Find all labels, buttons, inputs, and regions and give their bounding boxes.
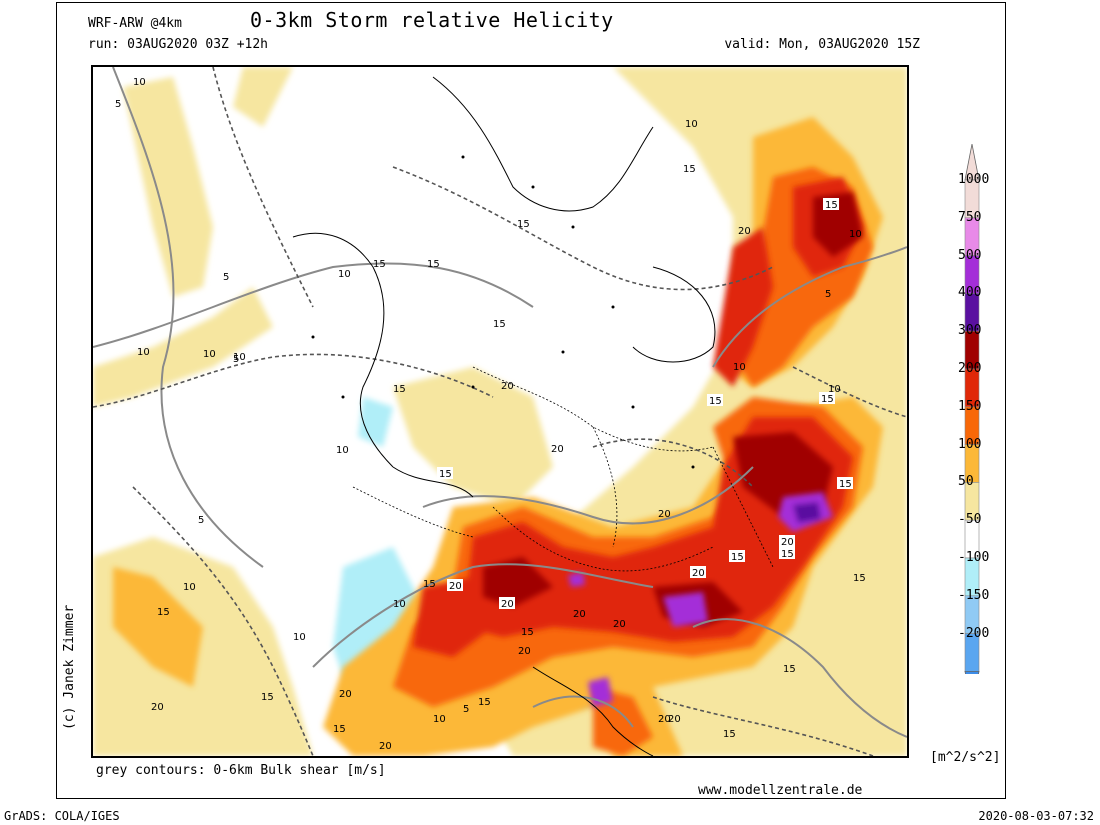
svg-text:5: 5 (115, 99, 121, 110)
colorbar-tick-label: 750 (958, 209, 982, 225)
svg-text:15: 15 (373, 259, 386, 270)
run-label: run: 03AUG2020 03Z +12h (88, 37, 269, 52)
svg-text:20: 20 (449, 581, 462, 592)
svg-text:15: 15 (683, 164, 696, 175)
bulk-shear-contours (93, 67, 907, 738)
valid-label: valid: Mon, 03AUG2020 15Z (724, 37, 920, 52)
helicity-map: 15 15 15 15 20 15 15 20 20 20 15 10 5 5 … (91, 65, 909, 758)
svg-text:10: 10 (203, 349, 216, 360)
colorbar-tick-label: -50 (958, 512, 982, 528)
colorbar-tick-label: 500 (958, 247, 982, 263)
contour-labels: 15 15 15 15 20 15 15 20 20 20 15 10 5 5 … (115, 77, 866, 752)
svg-text:15: 15 (825, 200, 838, 211)
shade-400-750 (568, 492, 833, 707)
contour-note: grey contours: 0-6km Bulk shear [m/s] (96, 763, 386, 778)
render-timestamp: 2020-08-03-07:32 (978, 809, 1094, 823)
svg-text:10: 10 (685, 119, 698, 130)
colorbar-tick-label: -200 (958, 625, 990, 641)
svg-text:5: 5 (223, 272, 229, 283)
svg-text:15: 15 (493, 319, 506, 330)
svg-text:15: 15 (478, 697, 491, 708)
software-credit: GrADS: COLA/IGES (4, 809, 120, 823)
svg-text:10: 10 (433, 714, 446, 725)
svg-text:10: 10 (137, 347, 150, 358)
svg-text:15: 15 (427, 259, 440, 270)
colorbar (964, 144, 980, 674)
svg-text:15: 15 (839, 479, 852, 490)
svg-text:20: 20 (151, 702, 164, 713)
colorbar-bottom-arrow (964, 671, 980, 674)
svg-text:15: 15 (781, 549, 794, 560)
svg-text:15: 15 (261, 692, 274, 703)
map-title: 0-3km Storm relative Helicity (250, 8, 614, 32)
colorbar-tick-label: 50 (958, 474, 974, 490)
model-label: WRF-ARW @4km (88, 16, 182, 31)
city-dots (311, 155, 695, 469)
svg-text:20: 20 (501, 381, 514, 392)
svg-text:10: 10 (828, 384, 841, 395)
svg-text:20: 20 (551, 444, 564, 455)
colorbar-unit: [m^2/s^2] (930, 750, 1001, 765)
svg-text:20: 20 (658, 714, 671, 725)
svg-text:15: 15 (853, 573, 866, 584)
colorbar-tick-label: -150 (958, 587, 990, 603)
colorbar-tick-label: 1000 (958, 172, 990, 187)
svg-text:15: 15 (709, 396, 722, 407)
svg-text:10: 10 (733, 362, 746, 373)
colorbar-tick-label: 100 (958, 436, 982, 452)
svg-text:20: 20 (738, 226, 751, 237)
svg-text:15: 15 (423, 579, 436, 590)
plot-frame (56, 2, 1006, 799)
svg-text:10: 10 (849, 229, 862, 240)
svg-text:20: 20 (339, 689, 352, 700)
svg-text:15: 15 (783, 664, 796, 675)
svg-text:15: 15 (157, 607, 170, 618)
svg-text:20: 20 (501, 599, 514, 610)
svg-text:10: 10 (338, 269, 351, 280)
svg-text:20: 20 (613, 619, 626, 630)
svg-text:15: 15 (439, 469, 452, 480)
svg-text:20: 20 (658, 509, 671, 520)
svg-text:20: 20 (692, 568, 705, 579)
svg-text:15: 15 (517, 219, 530, 230)
svg-text:15: 15 (393, 384, 406, 395)
colorbar-tick-label: 300 (958, 323, 982, 339)
svg-text:20: 20 (668, 714, 681, 725)
svg-text:10: 10 (293, 632, 306, 643)
svg-text:15: 15 (731, 552, 744, 563)
author-credit: (c) Janek Zimmer (62, 604, 77, 730)
svg-text:5: 5 (198, 515, 204, 526)
svg-text:10: 10 (336, 445, 349, 456)
svg-text:5: 5 (233, 354, 239, 365)
website-link[interactable]: www.modellzentrale.de (698, 783, 863, 798)
coastlines (292, 76, 716, 756)
colorbar-tick-label: 400 (958, 285, 982, 301)
colorbar-tick-label: -100 (958, 550, 990, 565)
svg-text:20: 20 (518, 646, 531, 657)
svg-text:20: 20 (379, 741, 392, 752)
svg-text:10: 10 (183, 582, 196, 593)
svg-text:5: 5 (463, 704, 469, 715)
svg-text:20: 20 (573, 609, 586, 620)
svg-text:15: 15 (821, 394, 834, 405)
svg-text:10: 10 (133, 77, 146, 88)
bulk-shear-dashed-contours (93, 67, 907, 756)
colorbar-tick-label: 200 (958, 361, 982, 376)
svg-text:5: 5 (825, 289, 831, 300)
svg-text:15: 15 (333, 724, 346, 735)
svg-text:10: 10 (393, 599, 406, 610)
colorbar-tick-label: 150 (958, 398, 982, 414)
svg-text:15: 15 (723, 729, 736, 740)
svg-text:10: 10 (233, 352, 246, 363)
svg-text:15: 15 (521, 627, 534, 638)
country-borders (352, 366, 774, 572)
svg-text:20: 20 (781, 537, 794, 548)
